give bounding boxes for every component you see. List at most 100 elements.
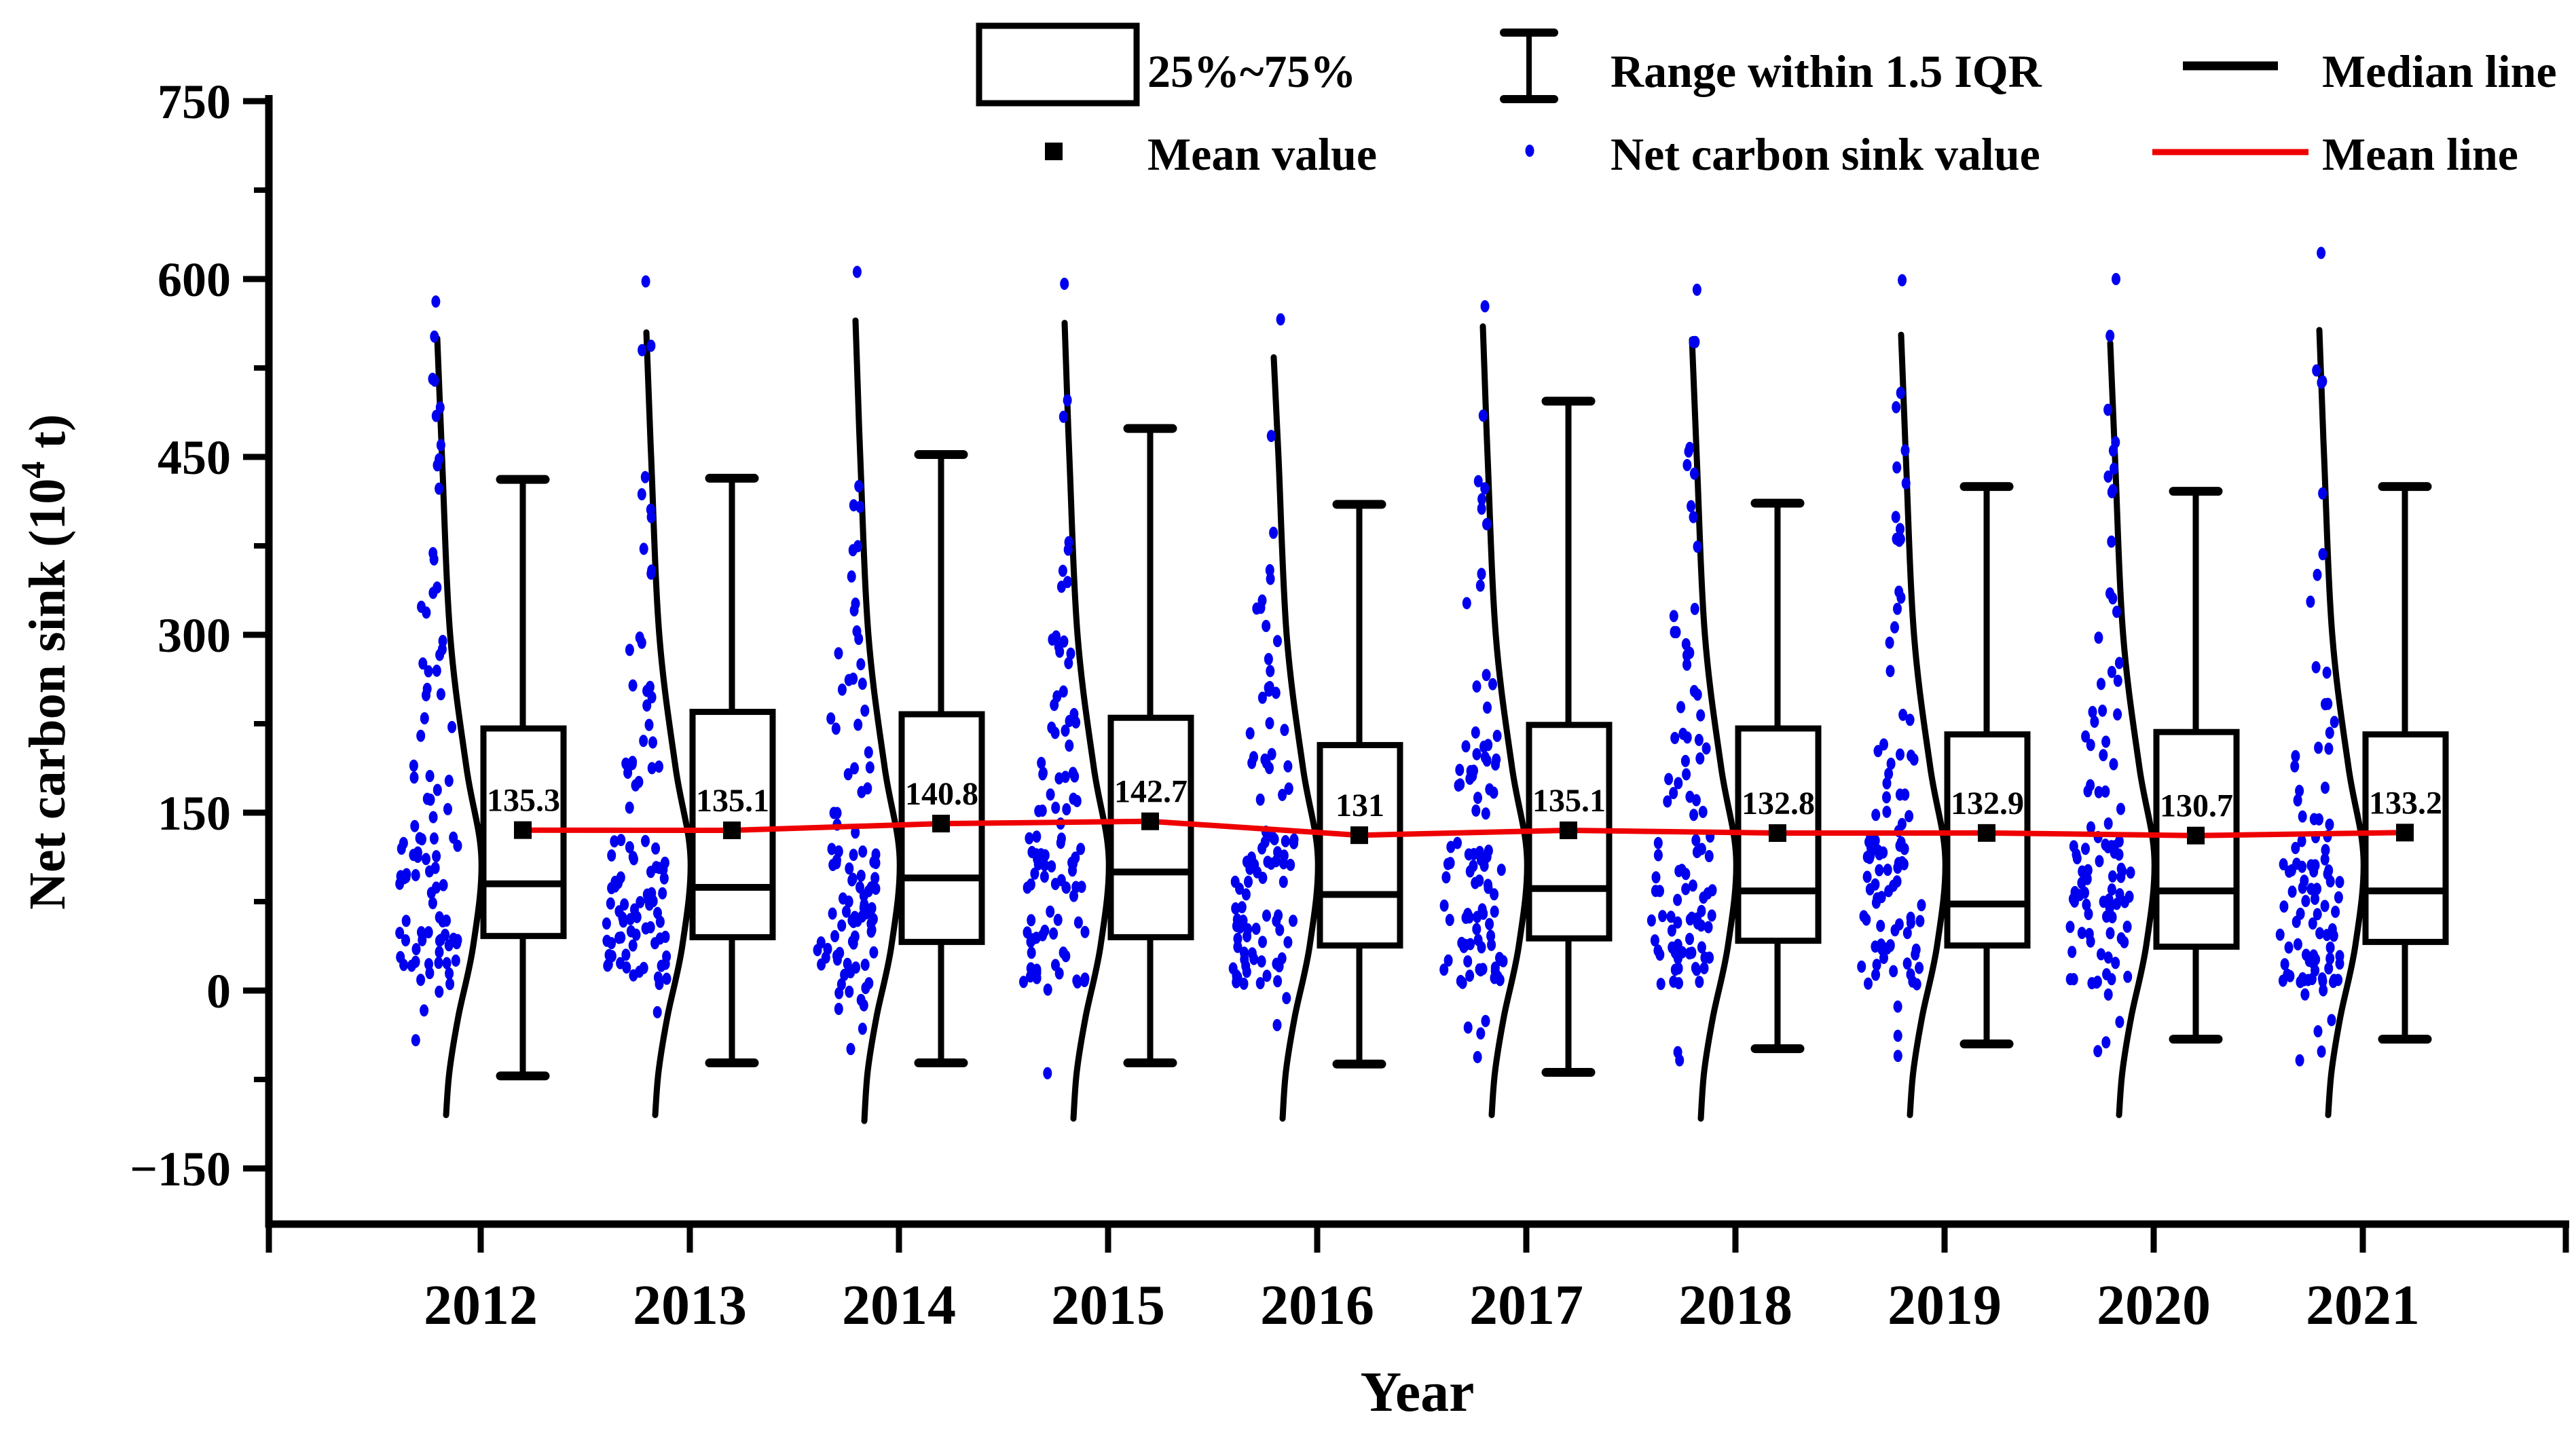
data-point bbox=[1030, 867, 1039, 880]
data-point bbox=[2084, 908, 2093, 921]
data-point bbox=[1901, 477, 1911, 490]
max-data-point bbox=[1898, 274, 1907, 287]
data-point bbox=[647, 762, 657, 775]
data-point bbox=[1054, 772, 1064, 785]
data-point bbox=[2325, 875, 2335, 888]
data-point bbox=[602, 917, 611, 930]
data-point bbox=[1280, 724, 1289, 737]
data-point bbox=[2114, 657, 2124, 669]
data-point bbox=[1685, 913, 1695, 926]
data-point bbox=[1065, 715, 1074, 727]
data-point bbox=[1058, 564, 1067, 577]
data-point bbox=[452, 937, 462, 950]
data-point bbox=[1682, 459, 1692, 471]
data-point bbox=[2298, 972, 2307, 984]
data-point bbox=[1697, 904, 1706, 917]
data-point bbox=[1033, 858, 1043, 870]
data-point bbox=[1443, 857, 1452, 870]
mean-value-label-2016: 131 bbox=[1336, 788, 1384, 824]
data-point bbox=[648, 736, 657, 749]
data-point bbox=[610, 835, 619, 848]
data-point bbox=[858, 845, 868, 858]
data-point bbox=[1245, 727, 1255, 740]
data-point bbox=[849, 849, 858, 862]
data-point bbox=[606, 897, 615, 910]
data-point bbox=[2306, 595, 2315, 608]
data-point bbox=[858, 1022, 867, 1035]
data-point bbox=[2297, 834, 2306, 847]
data-point bbox=[1865, 883, 1875, 896]
data-point bbox=[856, 993, 866, 1006]
data-point bbox=[2335, 876, 2344, 889]
data-point bbox=[861, 982, 870, 995]
data-point bbox=[1681, 868, 1691, 881]
data-point bbox=[1698, 805, 1708, 818]
data-point bbox=[1271, 686, 1281, 699]
data-point bbox=[1249, 953, 1259, 965]
data-point bbox=[823, 942, 832, 955]
data-point bbox=[1917, 899, 1926, 912]
data-point bbox=[1258, 936, 1267, 948]
data-point bbox=[2311, 964, 2320, 977]
data-point bbox=[1915, 915, 1925, 927]
data-point bbox=[1890, 924, 1900, 937]
data-point bbox=[2105, 927, 2115, 940]
data-point bbox=[2324, 864, 2334, 877]
data-point bbox=[1056, 836, 1065, 849]
data-point bbox=[422, 853, 430, 866]
data-point bbox=[1693, 540, 1702, 553]
data-point bbox=[1446, 841, 1456, 853]
data-point bbox=[1471, 876, 1480, 889]
data-point bbox=[1023, 881, 1032, 894]
data-point bbox=[443, 802, 452, 815]
y-tick-label: 300 bbox=[158, 608, 231, 663]
data-point bbox=[2084, 927, 2094, 940]
data-point bbox=[641, 834, 650, 847]
max-data-point bbox=[852, 265, 862, 278]
data-point bbox=[1476, 1027, 1486, 1040]
y-tick-label: 600 bbox=[158, 253, 231, 307]
data-point bbox=[2077, 927, 2086, 940]
data-point bbox=[1282, 992, 1291, 1005]
data-point bbox=[1050, 878, 1060, 890]
data-point bbox=[2126, 866, 2135, 879]
data-point bbox=[2292, 857, 2302, 870]
data-point bbox=[1650, 934, 1659, 947]
data-point bbox=[411, 1034, 420, 1047]
data-point bbox=[1893, 1050, 1902, 1063]
data-point bbox=[847, 570, 856, 583]
data-point bbox=[2112, 606, 2121, 619]
data-point bbox=[2318, 487, 2327, 500]
data-point bbox=[871, 857, 881, 870]
data-point bbox=[1439, 899, 1449, 912]
data-point bbox=[1046, 788, 1055, 801]
data-point bbox=[864, 746, 873, 759]
data-point bbox=[642, 699, 652, 712]
data-point bbox=[1260, 836, 1270, 849]
mean-value-label-2015: 142.7 bbox=[1114, 774, 1188, 810]
data-point bbox=[869, 946, 879, 959]
data-point bbox=[1892, 461, 1902, 474]
data-point bbox=[2086, 739, 2095, 752]
data-point bbox=[2098, 704, 2108, 717]
data-point bbox=[2325, 952, 2335, 965]
data-point bbox=[1879, 738, 1888, 751]
data-point bbox=[1666, 910, 1676, 923]
data-point bbox=[1482, 517, 1492, 530]
data-point bbox=[1883, 864, 1892, 876]
data-point bbox=[1463, 1021, 1473, 1034]
data-point bbox=[1695, 976, 1704, 989]
data-point bbox=[1272, 1018, 1282, 1031]
data-point bbox=[1697, 941, 1706, 954]
data-point bbox=[1032, 830, 1042, 843]
data-point bbox=[2072, 848, 2081, 861]
data-point bbox=[2105, 902, 2114, 915]
data-point bbox=[1670, 963, 1680, 976]
data-point bbox=[1673, 916, 1682, 929]
data-point bbox=[1689, 335, 1698, 348]
data-point bbox=[1471, 804, 1481, 817]
data-point bbox=[2284, 941, 2294, 954]
data-point bbox=[1900, 843, 1909, 855]
data-point bbox=[1651, 885, 1660, 898]
data-point bbox=[1047, 721, 1056, 734]
